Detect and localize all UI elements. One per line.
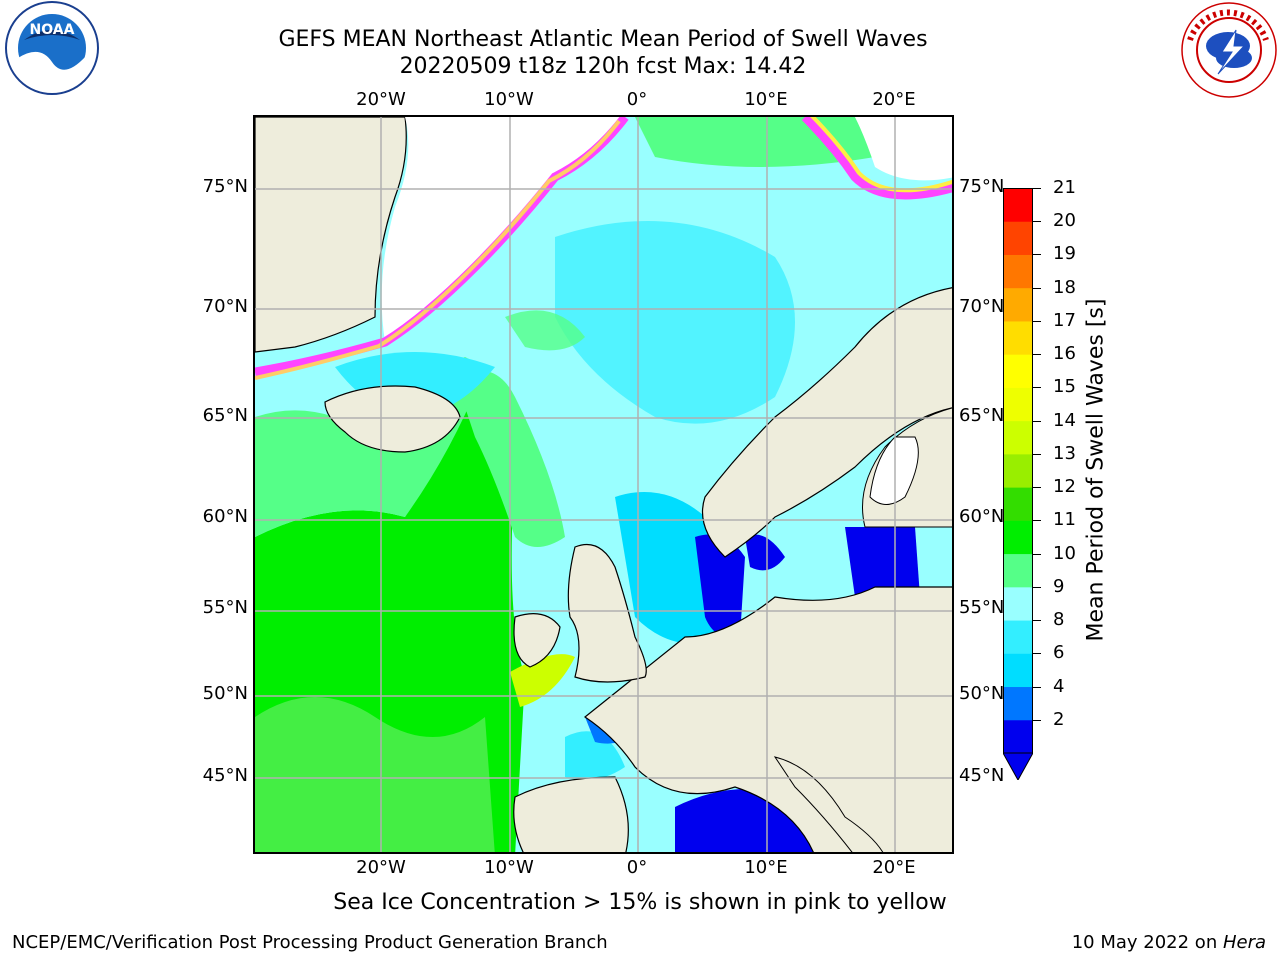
swell-period-map — [255, 117, 952, 852]
colorbar-segment — [1003, 387, 1033, 422]
colorbar-tick-label: 12 — [1053, 476, 1076, 498]
colorbar-tick — [1033, 586, 1041, 588]
nws-logo-icon — [1181, 2, 1277, 98]
lat-label-right: 55°N — [959, 597, 1005, 618]
chart-subtitle: 20220509 t18z 120h fcst Max: 14.42 — [399, 54, 807, 79]
colorbar-segment — [1003, 254, 1033, 289]
colorbar-tick — [1033, 254, 1041, 256]
colorbar-tick — [1033, 387, 1041, 389]
colorbar-tick-label: 9 — [1053, 575, 1065, 597]
colorbar-tick — [1033, 553, 1041, 555]
lat-label-right: 65°N — [959, 405, 1005, 426]
lat-label-left: 60°N — [202, 506, 248, 527]
lon-label-bottom: 20°E — [872, 857, 916, 878]
sea-ice-note: Sea Ice Concentration > 15% is shown in … — [333, 890, 947, 915]
colorbar-segment — [1003, 653, 1033, 688]
colorbar-tick-label: 16 — [1053, 343, 1076, 365]
colorbar-tick — [1033, 453, 1041, 455]
lat-label-left: 55°N — [202, 597, 248, 618]
footer-host: Hera — [1222, 932, 1266, 953]
colorbar-tick — [1033, 221, 1041, 223]
colorbar-segment — [1003, 287, 1033, 322]
colorbar-segment — [1003, 354, 1033, 388]
lat-label-left: 75°N — [202, 176, 248, 197]
colorbar-title: Mean Period of Swell Waves [s] — [1083, 298, 1109, 642]
colorbar-segment — [1003, 453, 1033, 488]
lon-label-top: 10°E — [744, 89, 788, 110]
colorbar-tick — [1033, 487, 1041, 489]
lon-label-bottom: 10°E — [744, 857, 788, 878]
footer-date: 10 May 2022 on Hera — [1071, 932, 1266, 953]
map-panel — [253, 115, 954, 854]
svg-text:NOAA: NOAA — [30, 22, 75, 38]
colorbar-tick — [1033, 653, 1041, 655]
chart-title: GEFS MEAN Northeast Atlantic Mean Period… — [278, 27, 928, 52]
colorbar-tick-label: 6 — [1053, 642, 1065, 664]
europe-land — [583, 586, 952, 852]
colorbar-tick-label: 8 — [1053, 609, 1065, 631]
iceland-land — [324, 385, 461, 453]
lat-label-left: 70°N — [202, 296, 248, 317]
lat-label-right: 45°N — [959, 765, 1005, 786]
colorbar-segment — [1003, 719, 1033, 754]
colorbar-extend-arrow — [1003, 752, 1033, 780]
colorbar-tick-label: 19 — [1053, 243, 1076, 265]
iberia-land — [513, 776, 629, 852]
colorbar-segment — [1003, 221, 1033, 255]
colorbar-tick-label: 11 — [1053, 509, 1076, 531]
colorbar-segment — [1003, 520, 1033, 555]
lon-label-top: 20°W — [356, 89, 406, 110]
colorbar-segment — [1003, 686, 1033, 721]
colorbar-tick — [1033, 354, 1041, 356]
greenland-land — [255, 117, 407, 353]
lon-label-bottom: 10°W — [484, 857, 534, 878]
colorbar-segment — [1003, 553, 1033, 588]
lat-label-right: 75°N — [959, 176, 1005, 197]
land-mask — [381, 117, 625, 342]
colorbar-tick — [1033, 686, 1041, 688]
colorbar-tick — [1033, 320, 1041, 322]
lat-label-right: 70°N — [959, 296, 1005, 317]
lon-label-top: 10°W — [484, 89, 534, 110]
lat-label-left: 50°N — [202, 683, 248, 704]
colorbar-tick — [1033, 420, 1041, 422]
colorbar-tick-label: 14 — [1053, 409, 1076, 431]
noaa-logo-icon: NOAA — [5, 1, 99, 95]
colorbar-tick — [1033, 620, 1041, 622]
colorbar — [1003, 188, 1033, 780]
colorbar-tick — [1033, 520, 1041, 522]
colorbar-tick-label: 18 — [1053, 276, 1076, 298]
colorbar-segment — [1003, 420, 1033, 455]
lon-label-bottom: 0° — [626, 857, 648, 878]
lat-label-right: 50°N — [959, 683, 1005, 704]
colorbar-tick — [1033, 188, 1041, 189]
colorbar-tick-label: 15 — [1053, 376, 1076, 398]
lat-label-left: 45°N — [202, 765, 248, 786]
colorbar-segment — [1003, 188, 1033, 222]
great-britain-land — [567, 543, 647, 683]
lon-label-bottom: 20°W — [356, 857, 406, 878]
footer-credit: NCEP/EMC/Verification Post Processing Pr… — [12, 932, 608, 953]
colorbar-tick-label: 4 — [1053, 675, 1065, 697]
colorbar-tick-label: 10 — [1053, 542, 1076, 564]
colorbar-tick-label: 17 — [1053, 309, 1076, 331]
colorbar-segment — [1003, 320, 1033, 355]
lat-label-left: 65°N — [202, 405, 248, 426]
colorbar-tick-label: 13 — [1053, 442, 1076, 464]
lat-label-right: 60°N — [959, 506, 1005, 527]
colorbar-segment — [1003, 586, 1033, 621]
colorbar-segment — [1003, 487, 1033, 521]
ireland-land — [513, 613, 561, 668]
scandinavia-land — [701, 287, 952, 558]
graticule — [255, 117, 952, 852]
colorbar-tick — [1033, 719, 1041, 721]
colorbar-tick-label: 21 — [1053, 177, 1076, 198]
colorbar-tick-label: 2 — [1053, 708, 1065, 730]
lon-label-top: 0° — [626, 89, 648, 110]
colorbar-tick-label: 20 — [1053, 210, 1076, 232]
colorbar-tick — [1033, 287, 1041, 289]
colorbar-segment — [1003, 620, 1033, 654]
lon-label-top: 20°E — [872, 89, 916, 110]
